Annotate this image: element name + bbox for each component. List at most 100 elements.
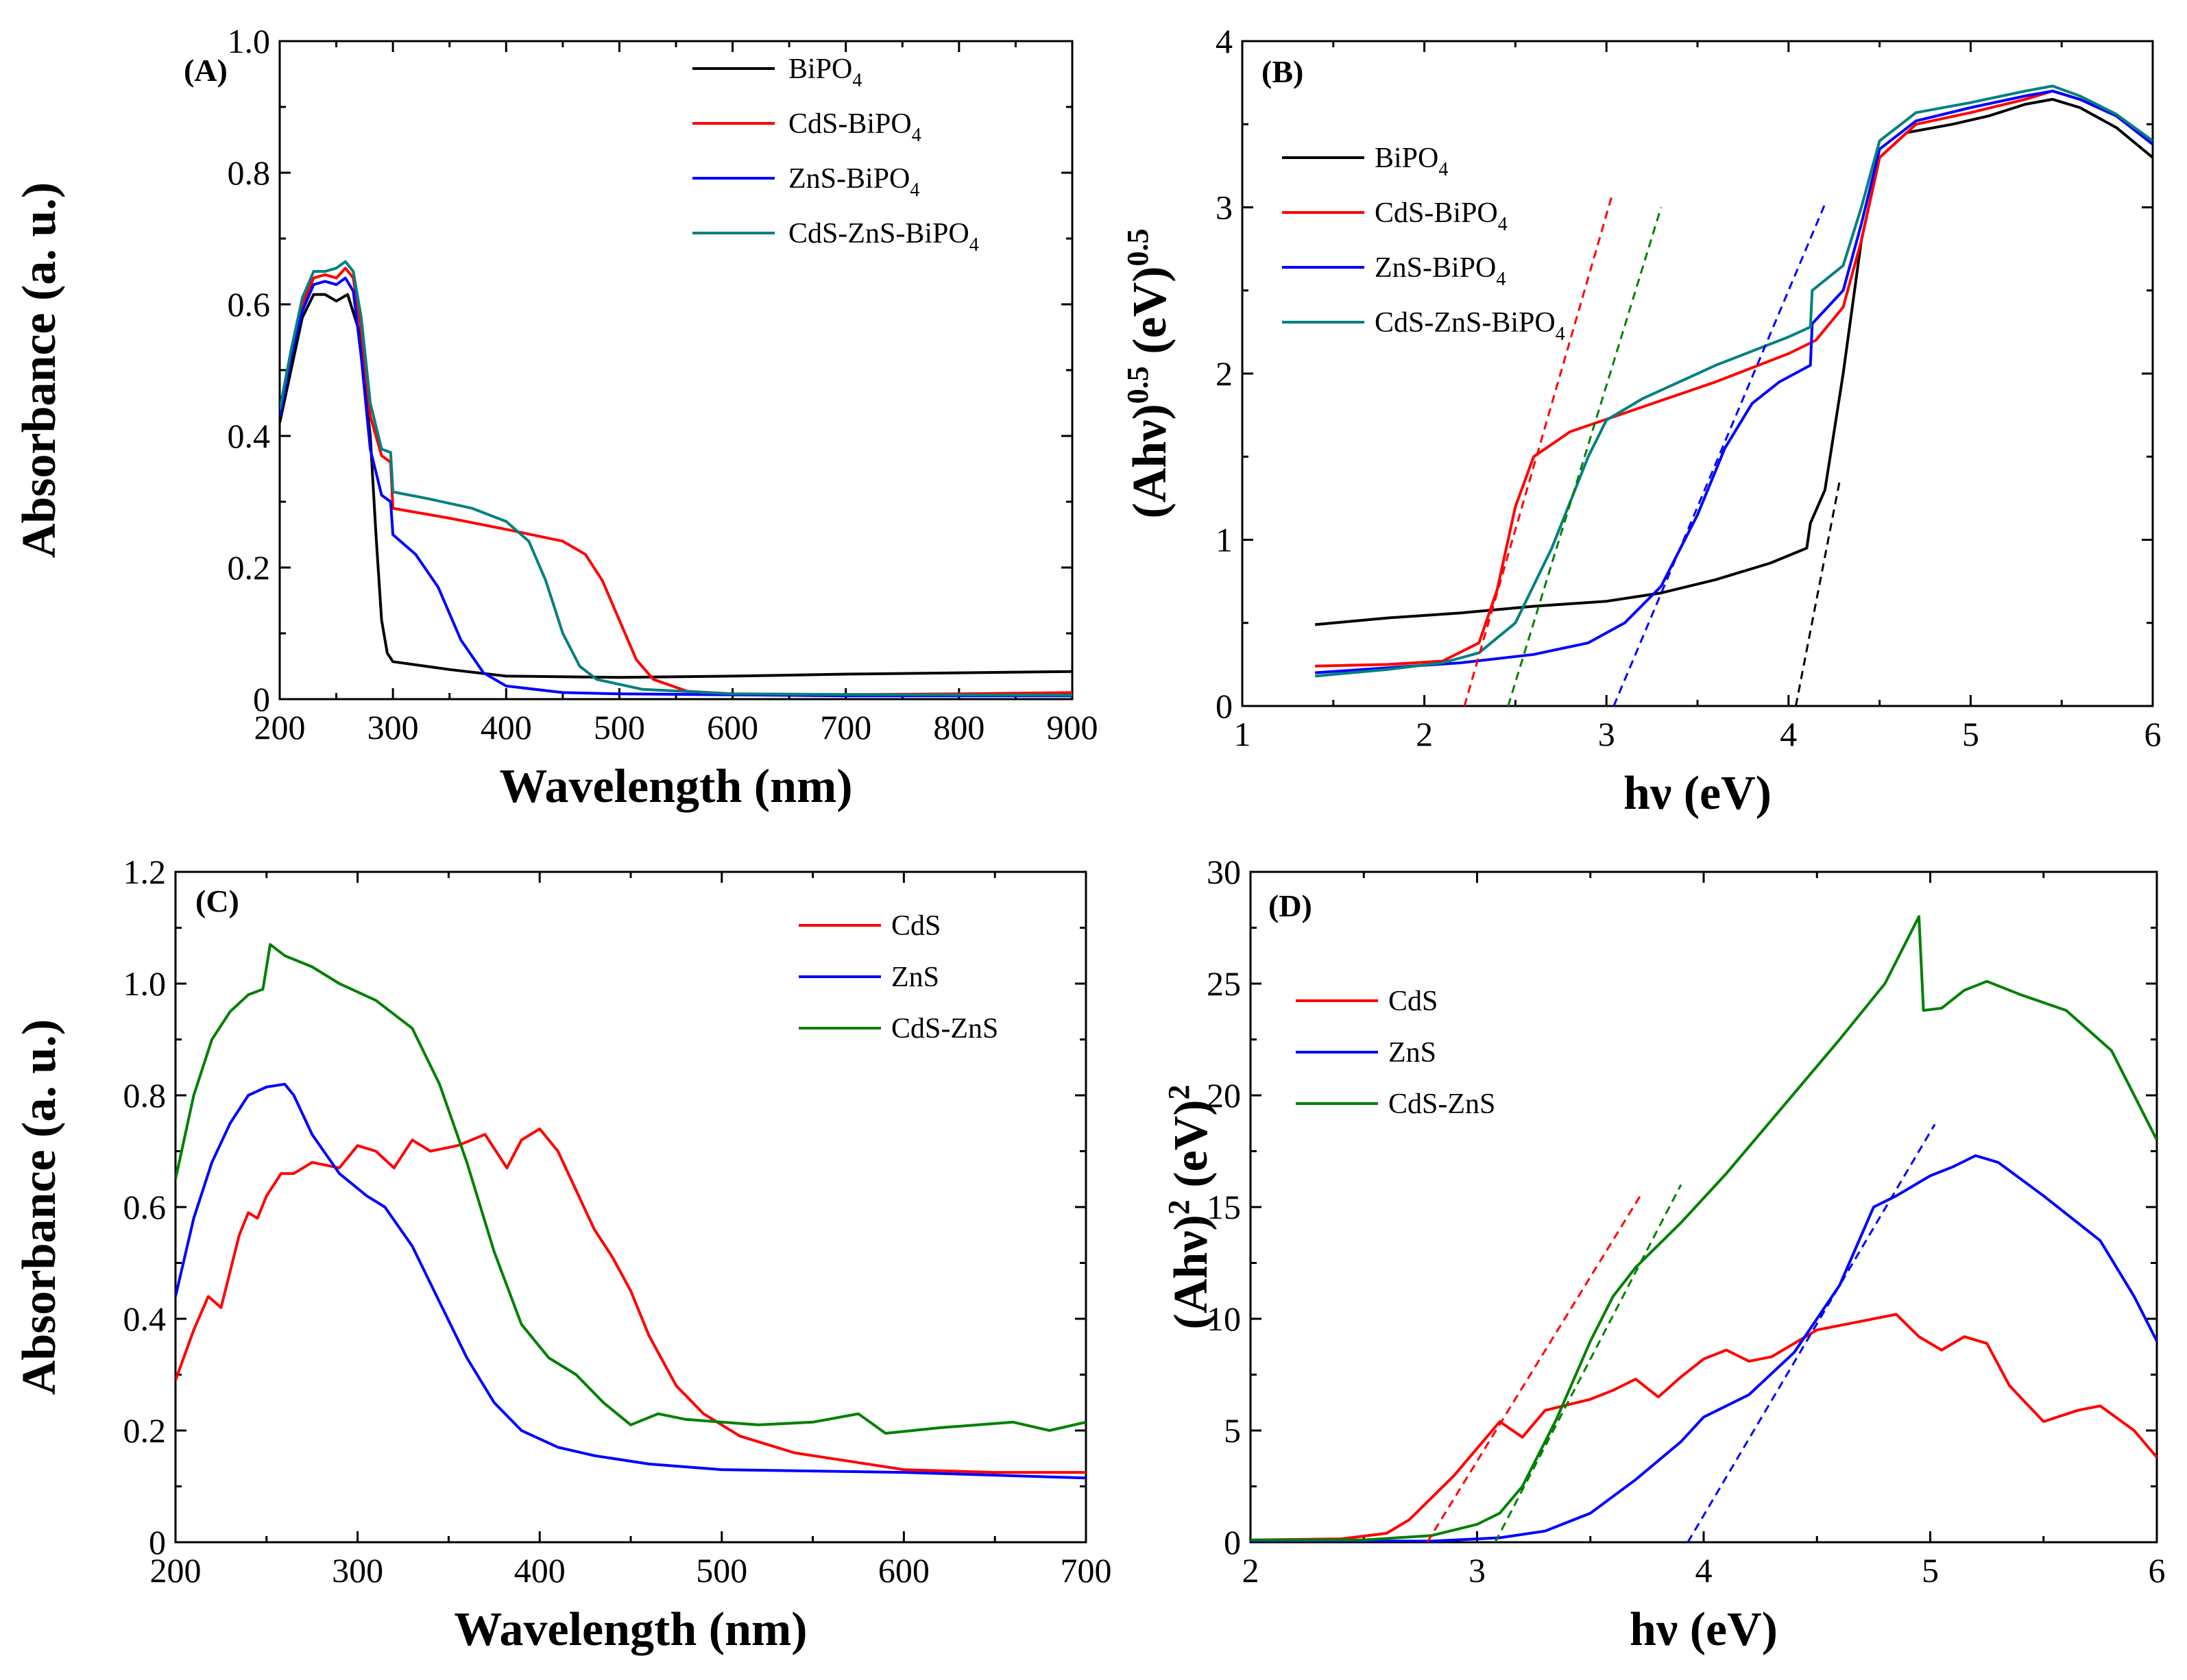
x-axis-title: hν (eV) xyxy=(1623,767,1772,820)
y-tick-label: 0.4 xyxy=(228,417,271,455)
y-axis-title: (Ahν)2 (eV)2 xyxy=(1162,1084,1218,1329)
series-line-cds-zns xyxy=(1250,915,2157,1542)
legend-entry: CdS-ZnS-BiPO4 xyxy=(1375,307,1565,345)
legend-entry: CdS-BiPO4 xyxy=(788,108,921,146)
x-tick-label: 700 xyxy=(1061,1551,1112,1590)
x-axis-title: Wavelength (nm) xyxy=(499,760,852,813)
x-tick-label: 500 xyxy=(696,1551,747,1590)
series-line-zns-bipo4 xyxy=(280,276,1072,698)
panel-d: 2 3 4 5 6 0 5 10 15 20 25 30 (D) CdS ZnS CdS-ZnS hν (eV)… xyxy=(1162,853,2166,1656)
x-tick-label: 3 xyxy=(1598,715,1615,753)
x-tick-label: 6 xyxy=(2149,1551,2166,1590)
tangent-line xyxy=(1463,195,1613,706)
x-tick-label: 600 xyxy=(707,708,758,746)
legend-entry: ZnS xyxy=(1388,1037,1436,1069)
x-axis-title: hν (eV) xyxy=(1630,1603,1778,1656)
y-tick-label: 10 xyxy=(1207,1300,1241,1338)
x-tick-label: 2 xyxy=(1416,715,1433,753)
series-line-cds xyxy=(176,1127,1086,1474)
x-tick-label: 5 xyxy=(1922,1551,1939,1590)
series-line-cds-zns-bipo4 xyxy=(1315,84,2153,678)
x-tick-label: 2 xyxy=(1242,1551,1259,1590)
y-tick-label: 0.6 xyxy=(123,1188,167,1226)
series-line-cds-bipo4 xyxy=(1315,89,2153,668)
x-tick-label: 900 xyxy=(1047,708,1098,746)
plot-frame xyxy=(278,40,1074,701)
series-line-zns-bipo4 xyxy=(1315,89,2153,674)
x-tick-label: 6 xyxy=(2144,715,2162,753)
series-line-cds-bipo4 xyxy=(280,267,1072,696)
legend-entry: BiPO4 xyxy=(788,53,862,91)
legend-entry: CdS xyxy=(891,910,941,942)
y-tick-label: 0 xyxy=(1224,1523,1241,1561)
y-tick-label: 1.0 xyxy=(123,964,167,1003)
y-tick-label: 0 xyxy=(253,680,270,718)
panel-b: 1 2 3 4 5 601234(B)BiPO4CdS-BiPO4ZnS-BiPO4CdS… xyxy=(1121,22,2162,820)
plot-frame xyxy=(174,871,1087,1544)
tangent-line xyxy=(1426,1195,1641,1542)
series-line-cds xyxy=(1250,1313,2157,1542)
y-tick-label: 4 xyxy=(1216,22,1233,60)
legend-entry: CdS xyxy=(1388,986,1438,1017)
plot-frame xyxy=(1249,871,2158,1544)
x-tick-label: 300 xyxy=(367,708,419,746)
y-tick-label: 3 xyxy=(1216,188,1233,227)
y-tick-label: 15 xyxy=(1207,1188,1241,1226)
y-tick-label: 25 xyxy=(1207,964,1241,1003)
y-tick-label: 0 xyxy=(149,1523,166,1561)
tangent-line xyxy=(1612,204,1826,706)
legend-entry: CdS-BiPO4 xyxy=(1375,197,1508,235)
y-tick-label: 0 xyxy=(1216,687,1233,725)
y-tick-label: 1.2 xyxy=(123,853,167,891)
panel-label: (D) xyxy=(1268,888,1312,923)
x-tick-label: 600 xyxy=(878,1551,930,1590)
series-line-zns xyxy=(176,1082,1086,1480)
x-tick-label: 3 xyxy=(1469,1551,1486,1590)
panel-c: 200 300 400 500 600 700 0 0.2 0.4 0.6 0.8 1.0 1.2 (C)… xyxy=(13,853,1112,1656)
tangent-line xyxy=(1507,207,1663,706)
y-tick-label: 20 xyxy=(1207,1076,1241,1115)
x-tick-label: 5 xyxy=(1962,715,1979,753)
legend-entry: ZnS-BiPO4 xyxy=(1375,252,1506,290)
y-tick-label: 2 xyxy=(1216,354,1233,393)
x-tick-label: 200 xyxy=(150,1551,202,1590)
x-tick-label: 400 xyxy=(514,1551,566,1590)
plot-area xyxy=(280,260,1072,698)
y-tick-label: 1 xyxy=(1216,521,1233,559)
x-tick-label: 800 xyxy=(933,708,984,746)
y-axis-title: Absorbance (a. u.) xyxy=(13,182,66,558)
series-line-zns xyxy=(1250,1154,2157,1542)
legend-entry: ZnS xyxy=(891,962,939,993)
plot-area xyxy=(1315,84,2153,706)
y-tick-label: 0.8 xyxy=(228,154,271,192)
tangent-line xyxy=(1494,1184,1682,1542)
panel-label: (C) xyxy=(195,884,239,918)
series-line-cds-zns-bipo4 xyxy=(280,260,1072,697)
y-tick-label: 5 xyxy=(1224,1411,1241,1450)
plot-area xyxy=(176,942,1086,1480)
legend-entry: ZnS-BiPO4 xyxy=(788,163,919,201)
legend-entry: BiPO4 xyxy=(1375,143,1448,180)
panel-a: 200 300 400 500 600 700 800 900 0 0.2 0.4 0.6 0.8 1.0… xyxy=(13,22,1098,813)
y-tick-label: 0.2 xyxy=(123,1411,167,1450)
x-tick-label: 4 xyxy=(1695,1551,1713,1590)
series-line-bipo4 xyxy=(280,293,1072,679)
y-axis-title: Absorbance (a. u.) xyxy=(13,1019,66,1395)
x-axis-title: Wavelength (nm) xyxy=(454,1603,807,1656)
y-tick-label: 0.2 xyxy=(228,548,271,587)
x-tick-label: 1 xyxy=(1234,715,1251,753)
x-tick-label: 400 xyxy=(481,708,532,746)
x-tick-label: 200 xyxy=(254,708,306,746)
y-axis-title: (Ahν)0.5 (eV)0.5 xyxy=(1121,228,1176,518)
legend-entry: CdS-ZnS xyxy=(1388,1088,1495,1120)
y-tick-label: 30 xyxy=(1207,853,1241,891)
x-tick-label: 500 xyxy=(594,708,645,746)
series-line-cds-zns xyxy=(176,942,1086,1435)
tangent-line xyxy=(1794,481,1841,706)
tangent-line xyxy=(1687,1123,1936,1542)
x-tick-label: 4 xyxy=(1780,715,1797,753)
series-line-bipo4 xyxy=(1315,97,2153,626)
legend-entry: CdS-ZnS-BiPO4 xyxy=(788,218,979,256)
y-tick-label: 1.0 xyxy=(228,22,271,60)
